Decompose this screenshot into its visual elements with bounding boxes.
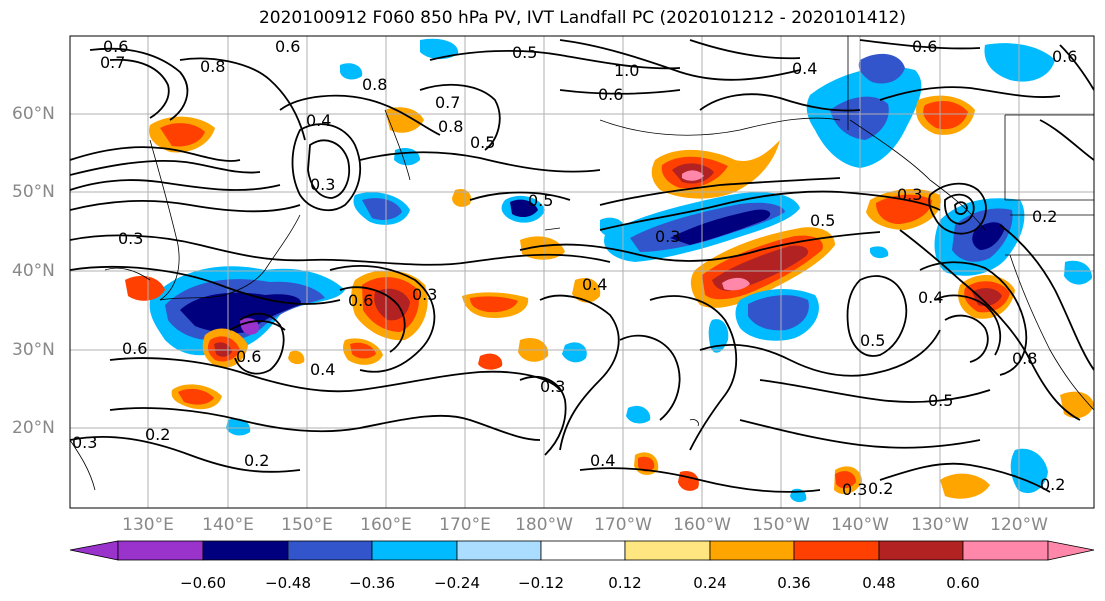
- contour-label: 0.2: [1040, 475, 1065, 494]
- contour-label: 0.2: [1032, 207, 1057, 226]
- contour-label: 0.3: [842, 480, 867, 499]
- grid: [70, 36, 1094, 508]
- contour-label: 0.5: [860, 331, 885, 350]
- contour-label: 0.4: [310, 360, 335, 379]
- contour-label: 0.5: [928, 391, 953, 410]
- colorbar-extend-low: [69, 540, 119, 561]
- contour-label: 0.4: [590, 451, 615, 470]
- contour-label: 0.3: [72, 433, 97, 452]
- lon-label: 120°W: [990, 515, 1048, 535]
- lon-label: 140°E: [202, 515, 254, 535]
- map-frame: [69, 35, 1095, 509]
- contour-label: 0.3: [412, 285, 437, 304]
- contour-label: 0.2: [244, 451, 269, 470]
- contour-label: 0.3: [897, 185, 922, 204]
- lon-label: 130°E: [122, 515, 174, 535]
- contour-label: 0.6: [912, 37, 937, 56]
- contour-label: 0.5: [810, 211, 835, 230]
- contour-label: 0.3: [310, 175, 335, 194]
- lon-label: 150°E: [281, 515, 333, 535]
- contour-label: 0.7: [435, 93, 460, 112]
- lat-label: 60°N: [12, 104, 55, 124]
- lat-label: 30°N: [12, 340, 55, 360]
- colorbar-tick: 0.60: [946, 574, 980, 592]
- contour-label: 0.4: [582, 275, 607, 294]
- colorbar-tick: 0.36: [777, 574, 811, 592]
- contour-label: 0.4: [306, 111, 331, 130]
- contour-label: 0.2: [868, 479, 893, 498]
- contour-label: 0.3: [540, 377, 565, 396]
- contour-labels: 0.6 0.7 0.8 0.6 0.5 1.0 0.6 0.4 0.8 0.7 …: [72, 37, 1077, 499]
- contour-label: 0.6: [1052, 47, 1077, 66]
- colorbar-tick: −0.12: [518, 574, 564, 592]
- pv-shading: [125, 38, 1094, 503]
- lat-label: 40°N: [12, 261, 55, 281]
- contour-label: 0.2: [145, 425, 170, 444]
- coastlines: [70, 36, 1094, 491]
- lon-label: 180°W: [515, 515, 573, 535]
- colorbar-extend-high: [1047, 540, 1095, 561]
- contour-label: 0.8: [362, 75, 387, 94]
- colorbar-tick: 0.48: [862, 574, 896, 592]
- colorbar: [69, 540, 1095, 561]
- contour-label: 0.3: [118, 229, 143, 248]
- colorbar-tick: −0.36: [349, 574, 395, 592]
- contour-label: 0.4: [792, 59, 817, 78]
- lon-label: 150°W: [752, 515, 810, 535]
- contour-label: 0.8: [438, 117, 463, 136]
- colorbar-tick: −0.48: [265, 574, 311, 592]
- lon-label: 130°W: [911, 515, 969, 535]
- contour-label: 0.5: [528, 191, 553, 210]
- colorbar-tick: 0.24: [693, 574, 727, 592]
- colorbar-tick: 0.12: [608, 574, 642, 592]
- contour-label: 1.0: [614, 61, 639, 80]
- contour-label: 0.8: [1012, 349, 1037, 368]
- contour-label: 0.6: [275, 37, 300, 56]
- contour-label: 0.6: [236, 347, 261, 366]
- contour-label: 0.5: [512, 43, 537, 62]
- contour-label: 0.6: [122, 339, 147, 358]
- contour-label: 0.4: [918, 288, 943, 307]
- contour-label: 0.7: [100, 53, 125, 72]
- contour-label: 0.3: [655, 227, 680, 246]
- contour-label: 0.5: [470, 133, 495, 152]
- map-title: 2020100912 F060 850 hPa PV, IVT Landfall…: [258, 8, 906, 28]
- colorbar-tick: −0.60: [180, 574, 226, 592]
- contour-label: 0.6: [103, 37, 128, 56]
- lon-label: 170°W: [594, 515, 652, 535]
- contour-label: 0.6: [348, 291, 373, 310]
- lat-label: 50°N: [12, 182, 55, 202]
- lon-label: 170°E: [439, 515, 491, 535]
- contour-label: 0.6: [598, 85, 623, 104]
- lon-label: 160°W: [673, 515, 731, 535]
- lon-label: 140°W: [831, 515, 889, 535]
- contour-label: 0.8: [200, 57, 225, 76]
- colorbar-tick: −0.24: [434, 574, 480, 592]
- lat-label: 20°N: [12, 418, 55, 438]
- ivt-contours: [70, 39, 1094, 493]
- lon-label: 160°E: [360, 515, 412, 535]
